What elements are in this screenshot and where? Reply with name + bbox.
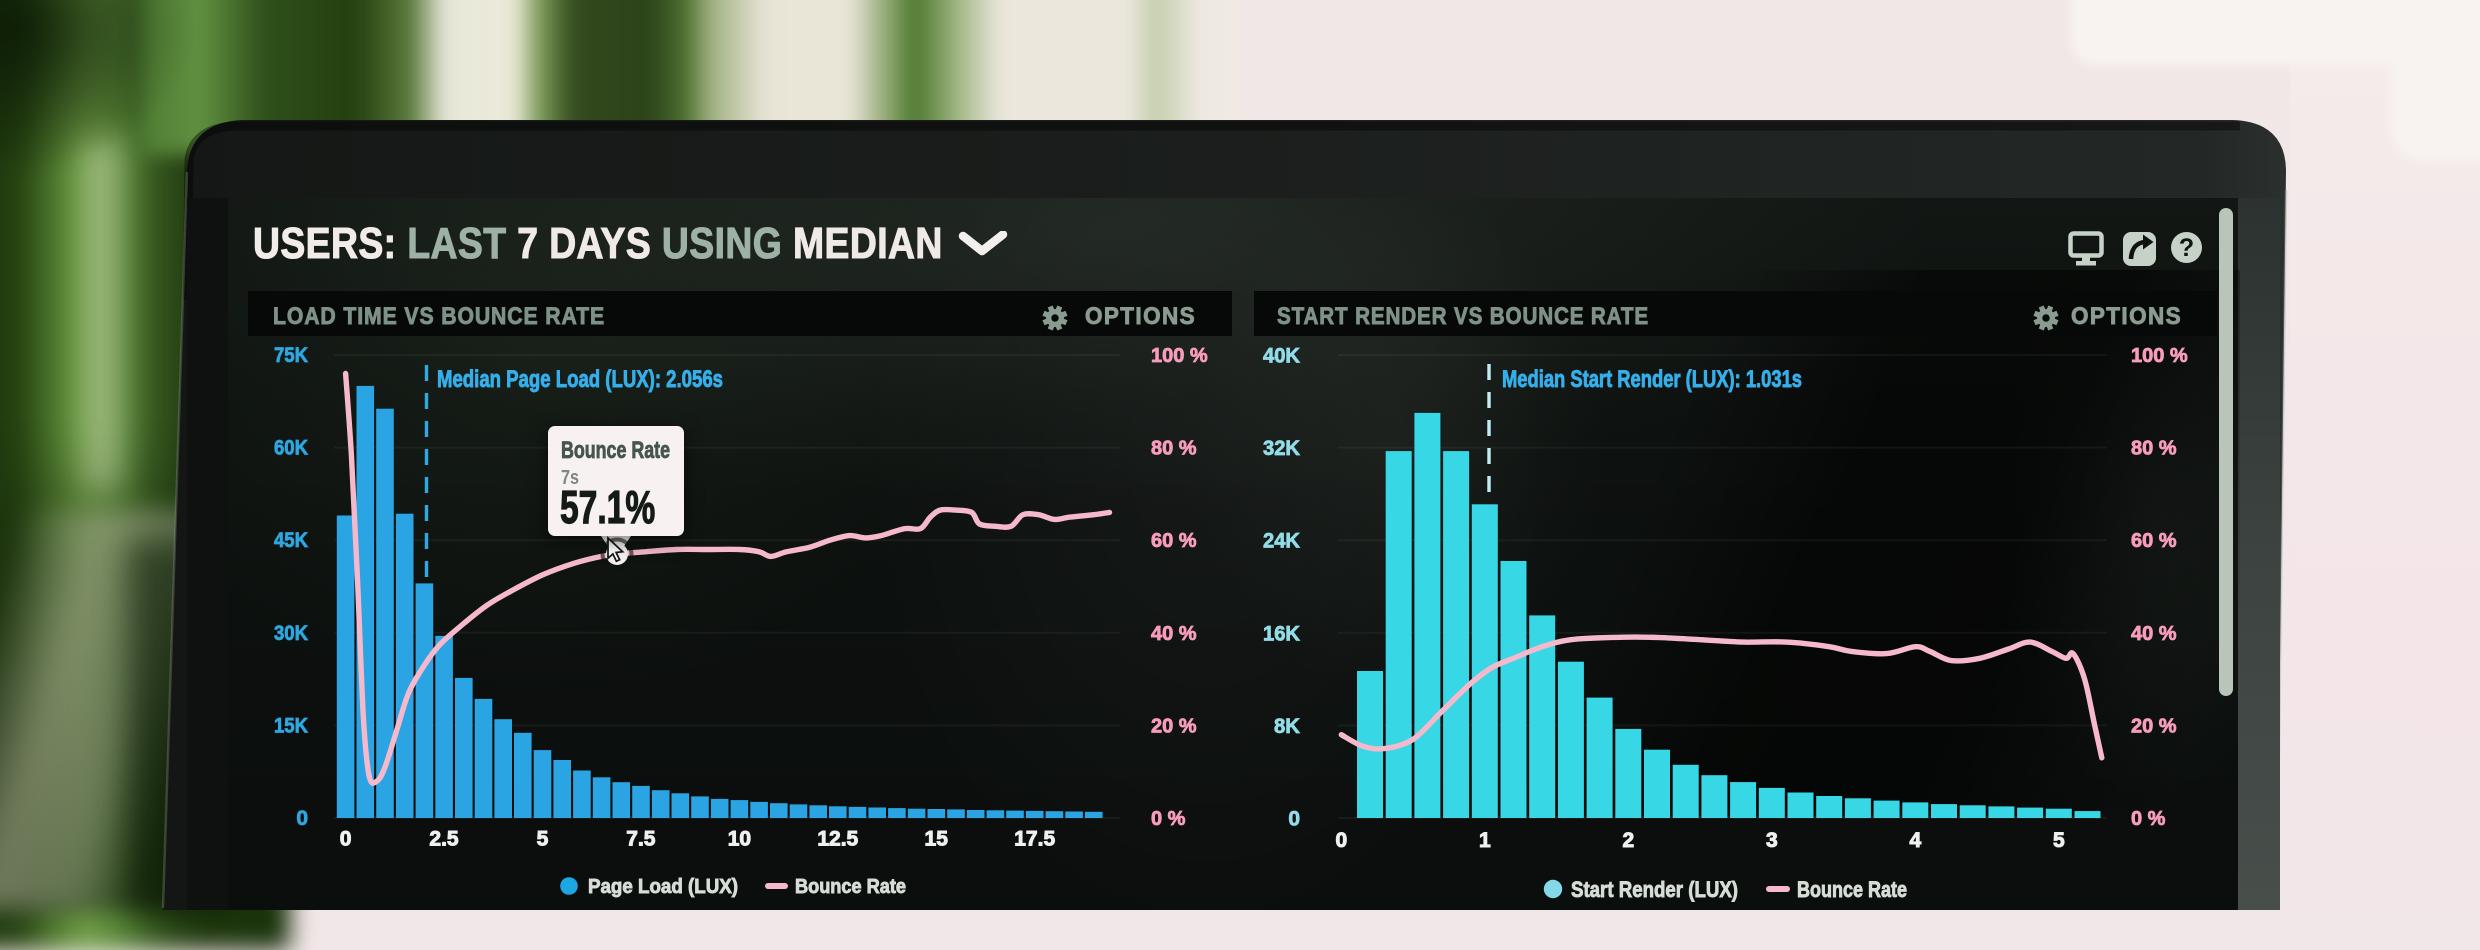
svg-text:20 %: 20 % [1151,715,1197,737]
svg-text:0: 0 [340,828,352,851]
svg-text:Bounce Rate: Bounce Rate [795,876,906,898]
svg-text:12.5: 12.5 [817,828,858,851]
svg-text:10: 10 [728,828,751,851]
svg-text:17.5: 17.5 [1014,828,1055,851]
svg-text:0: 0 [1288,808,1300,831]
svg-text:15K: 15K [274,714,308,737]
svg-text:100 %: 100 % [1151,345,1208,367]
svg-text:40 %: 40 % [2131,623,2177,645]
svg-text:16K: 16K [1263,622,1300,645]
svg-text:Start Render (LUX): Start Render (LUX) [1571,877,1738,902]
svg-text:7.5: 7.5 [626,828,656,851]
svg-text:0 %: 0 % [1151,808,1186,830]
svg-text:80 %: 80 % [1151,438,1197,460]
svg-text:Page Load (LUX): Page Load (LUX) [588,876,738,898]
svg-text:Bounce Rate: Bounce Rate [1797,877,1907,902]
svg-text:75K: 75K [274,344,308,367]
svg-text:0 %: 0 % [2131,808,2166,830]
svg-text:0: 0 [296,807,308,830]
svg-text:2: 2 [1622,829,1634,852]
svg-text:24K: 24K [1263,530,1300,553]
svg-text:60 %: 60 % [1151,530,1197,552]
svg-text:Median Start Render (LUX): 1.0: Median Start Render (LUX): 1.031s [1502,366,1802,393]
svg-text:?: ? [2179,234,2194,262]
svg-text:60 %: 60 % [2131,530,2177,552]
svg-text:80 %: 80 % [2131,438,2177,460]
svg-text:20 %: 20 % [2131,715,2177,737]
svg-text:5: 5 [2053,829,2065,852]
svg-text:40 %: 40 % [1151,623,1197,645]
svg-text:30K: 30K [274,622,308,645]
svg-text:40K: 40K [1263,345,1300,368]
svg-text:15: 15 [925,828,949,851]
svg-text:60K: 60K [274,437,308,460]
svg-text:32K: 32K [1263,437,1300,460]
svg-text:8K: 8K [1274,715,1300,738]
svg-text:5: 5 [537,828,549,851]
svg-text:3: 3 [1766,829,1778,852]
svg-text:Median Page Load (LUX): 2.056s: Median Page Load (LUX): 2.056s [437,366,723,393]
svg-text:2.5: 2.5 [429,828,459,851]
svg-text:1: 1 [1479,829,1491,852]
svg-text:4: 4 [1909,829,1921,852]
svg-text:45K: 45K [274,529,308,552]
svg-text:100 %: 100 % [2131,345,2188,367]
svg-text:0: 0 [1335,829,1347,852]
